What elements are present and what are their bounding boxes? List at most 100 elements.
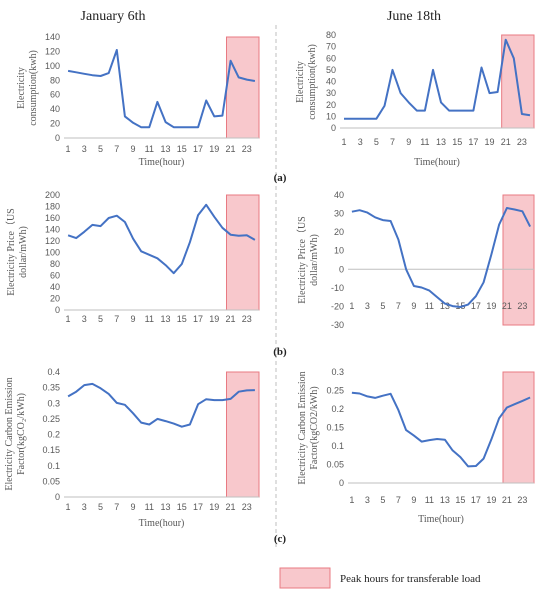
x-tick-label: 7 (396, 495, 401, 505)
y-tick-label: 50 (326, 65, 336, 75)
y-tick-label: 80 (50, 259, 60, 269)
y-axis-title: Electricity Carbon EmissionFactor(kgCO2/… (297, 371, 320, 484)
y-tick-label: 20 (334, 227, 344, 237)
panel-label-b: (b) (273, 346, 287, 358)
x-tick-label: 11 (145, 502, 154, 512)
y-tick-label: 60 (50, 271, 60, 281)
y-tick-label: 20 (326, 100, 336, 110)
x-tick-label: 9 (406, 137, 411, 147)
x-tick-label: 13 (161, 144, 171, 154)
y-tick-label: 10 (326, 111, 336, 121)
y-tick-label: 0.05 (326, 460, 344, 470)
x-tick-label: 9 (131, 144, 136, 154)
y-tick-label: 0 (339, 478, 344, 488)
x-tick-label: 7 (114, 144, 119, 154)
x-tick-label: 3 (82, 502, 87, 512)
y-tick-label: 100 (45, 61, 60, 71)
y-tick-label: 0.3 (47, 398, 60, 408)
y-tick-label: 40 (334, 190, 344, 200)
x-tick-label: 21 (502, 301, 512, 311)
x-tick-label: 9 (411, 495, 416, 505)
x-tick-label: 9 (411, 301, 416, 311)
x-tick-label: 15 (452, 137, 462, 147)
x-tick-label: 1 (66, 144, 71, 154)
series-line (67, 382, 255, 428)
y-tick-label: 140 (45, 225, 60, 235)
y-tick-label: 160 (45, 213, 60, 223)
y-axis-title: Electricity Price（USdollar/mWh) (5, 208, 29, 295)
x-tick-label: 15 (177, 502, 187, 512)
peak-hours-band (502, 371, 535, 484)
x-tick-label: 11 (420, 137, 429, 147)
y-tick-label: 60 (326, 53, 336, 63)
chart-carbon-june: 00.050.10.150.20.250.31 3 5 7 9 11 13 15 17 19 21 2… (297, 367, 535, 525)
x-tick-label: 17 (193, 144, 203, 154)
peak-hours-band (226, 371, 260, 498)
y-tick-label: 0.1 (47, 461, 60, 471)
x-tick-label: 11 (145, 314, 154, 324)
y-tick-label: 40 (50, 104, 60, 114)
series-line (67, 49, 256, 129)
y-tick-label: 180 (45, 202, 60, 212)
x-tick-label: 23 (242, 314, 252, 324)
x-tick-label: 1 (66, 314, 71, 324)
panel-label-c: (c) (274, 533, 287, 545)
x-tick-label: 11 (425, 495, 434, 505)
x-tick-label: 7 (114, 502, 119, 512)
x-tick-label: 17 (193, 314, 203, 324)
series-line (351, 391, 531, 468)
y-axis-title: Electricity Carbon EmissionFactor(kgCO₂/… (4, 377, 27, 490)
y-tick-label: 0.2 (47, 430, 60, 440)
x-tick-label: 15 (177, 314, 187, 324)
x-tick-label: 21 (226, 144, 236, 154)
x-tick-label: 5 (98, 144, 103, 154)
y-tick-label: 0 (339, 264, 344, 274)
y-tick-label: 30 (326, 88, 336, 98)
y-tick-label: 120 (45, 236, 60, 246)
y-tick-label: 0.25 (42, 414, 60, 424)
x-tick-label: 19 (486, 301, 496, 311)
y-tick-label: -30 (331, 320, 344, 330)
x-tick-label: 17 (193, 502, 203, 512)
x-tick-label: 21 (501, 137, 511, 147)
y-tick-label: 0 (55, 305, 60, 315)
y-tick-label: 0 (55, 492, 60, 502)
series-line (67, 203, 256, 275)
x-tick-label: 11 (145, 144, 154, 154)
x-tick-label: 7 (390, 137, 395, 147)
y-tick-label: 0.2 (331, 404, 344, 414)
x-tick-label: 21 (226, 502, 236, 512)
x-axis-title: Time(hour) (418, 514, 464, 525)
y-tick-label: 10 (334, 246, 344, 256)
legend-swatch (279, 567, 331, 589)
x-tick-label: 3 (82, 314, 87, 324)
y-tick-label: 0.4 (47, 367, 60, 377)
y-tick-label: 140 (45, 32, 60, 42)
series-line (351, 207, 531, 308)
x-tick-label: 19 (486, 495, 496, 505)
y-tick-label: 20 (50, 294, 60, 304)
y-tick-label: 0.35 (42, 383, 60, 393)
x-tick-label: 3 (82, 144, 87, 154)
x-tick-label: 13 (161, 502, 171, 512)
y-tick-label: 0.05 (42, 476, 60, 486)
x-tick-label: 13 (440, 495, 450, 505)
chart-carbon-january: 00.050.10.150.20.250.30.350.41 3 5 7 9 11 13 15… (4, 367, 260, 529)
x-tick-label: 15 (455, 495, 465, 505)
peak-hours-band (226, 194, 260, 311)
peak-hours-band (502, 194, 535, 326)
y-tick-label: -10 (331, 283, 344, 293)
legend: Peak hours for transferable load (279, 567, 481, 589)
x-tick-label: 17 (471, 301, 481, 311)
y-axis-title: Electricityconsumption(kwh) (295, 44, 318, 120)
x-tick-label: 1 (349, 495, 354, 505)
x-tick-label: 13 (440, 301, 450, 311)
y-tick-label: 20 (50, 119, 60, 129)
y-tick-label: 30 (334, 209, 344, 219)
x-tick-label: 7 (114, 314, 119, 324)
x-tick-label: 1 (342, 137, 347, 147)
y-axis-title: Electricity Price（USdollar/mWh) (296, 216, 320, 303)
